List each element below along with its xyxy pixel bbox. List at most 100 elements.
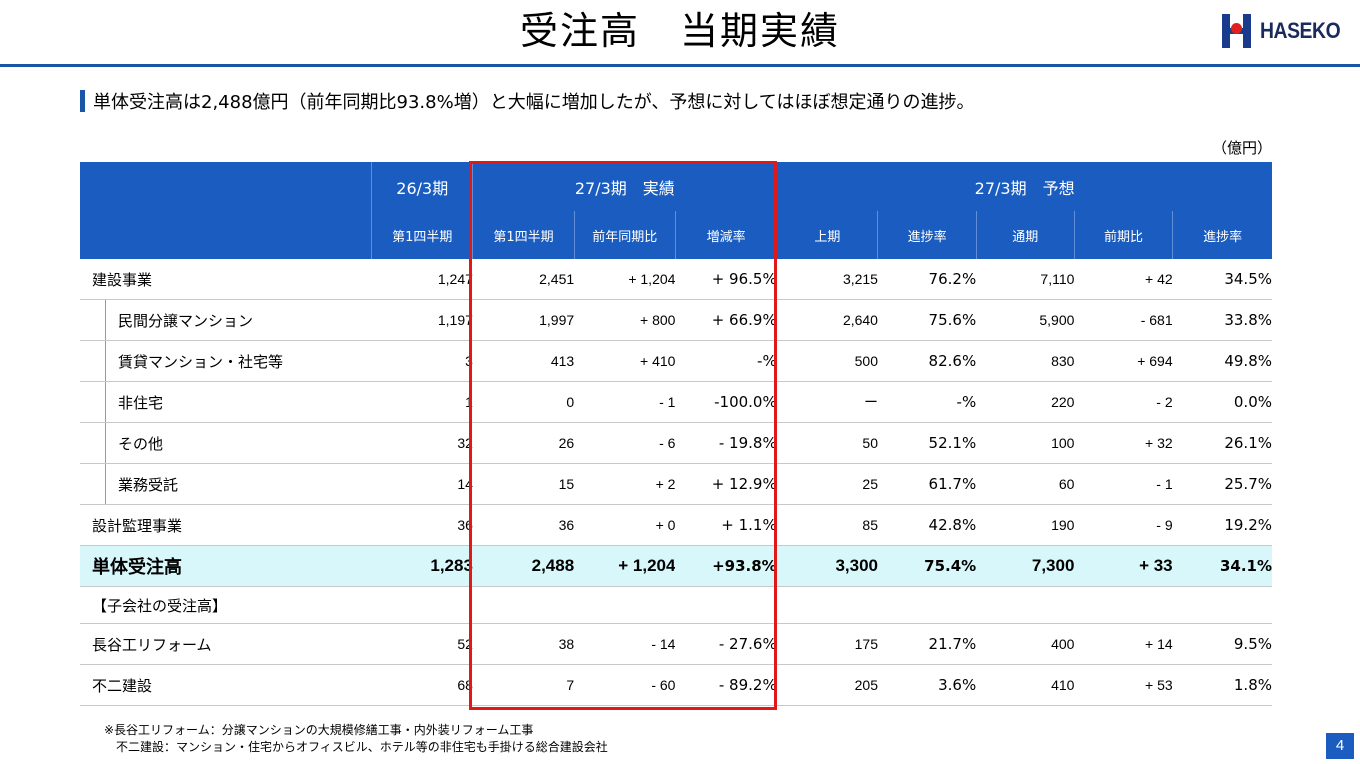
- table-cell: + 96.5%: [675, 259, 777, 300]
- table-cell: 220: [976, 381, 1075, 423]
- table-cell: 25: [776, 463, 878, 505]
- sub-header: 前年同期比: [573, 211, 676, 259]
- unit-label: （億円）: [1211, 139, 1272, 157]
- table-cell: 3: [371, 340, 473, 382]
- row-label: 建設事業: [80, 259, 372, 300]
- table-cell: + 2: [574, 463, 676, 505]
- table-cell: 15: [472, 463, 575, 505]
- table-cell: [371, 586, 473, 624]
- group-header-row: 26/3期 27/3期 実績 27/3期 予想: [80, 162, 1272, 211]
- table-cell: - 2: [1074, 381, 1173, 423]
- table-cell: + 33: [1074, 545, 1173, 587]
- table-cell: 830: [976, 340, 1075, 382]
- table-cell: [976, 586, 1075, 624]
- table-cell: 3,300: [776, 545, 878, 587]
- table-cell: ー: [776, 381, 878, 423]
- table-cell: 75.4%: [877, 545, 977, 587]
- table-cell: 2,488: [472, 545, 575, 587]
- table-cell: 34.1%: [1172, 545, 1272, 587]
- table-row: 不二建設 68 7- 60- 89.2% 205 3.6% 410 + 53 1.8%: [80, 664, 1272, 706]
- row-label: 非住宅: [80, 381, 372, 423]
- haseko-logo-icon: [1222, 14, 1254, 48]
- table-cell: 33.8%: [1172, 299, 1272, 341]
- table-row: 民間分譲マンション 1,197 1,997 + 800 + 66.9% 2,640 75.6…: [80, 299, 1272, 341]
- table-row: 非住宅 1 0- 1 -100.0% ー -% 220- 2 0.0%: [80, 381, 1272, 423]
- table-cell: 50: [776, 422, 878, 464]
- table-cell: - 1: [1074, 463, 1173, 505]
- table-cell: 0.0%: [1172, 381, 1272, 423]
- table-cell: 7,300: [976, 545, 1075, 587]
- table-cell: - 9: [1074, 504, 1173, 546]
- table-row: 【子会社の受注高】: [80, 586, 1272, 624]
- table-cell: 500: [776, 340, 878, 382]
- header-blank: [80, 211, 372, 259]
- table-cell: - 89.2%: [675, 664, 777, 706]
- table-cell: 190: [976, 504, 1075, 546]
- sub-header: 上期: [776, 211, 878, 259]
- headline-text: 単体受注高は2,488億円（前年同期比93.8%増）と大幅に増加したが、予想に対…: [93, 92, 975, 113]
- table-cell: + 1,204: [574, 259, 676, 300]
- table-cell: 26: [472, 422, 575, 464]
- table-cell: 2,451: [472, 259, 575, 300]
- table-cell: + 1.1%: [675, 504, 777, 546]
- table-cell: + 1,204: [574, 545, 676, 587]
- footnote: 不二建設：マンション・住宅からオフィスビル、ホテル等の非住宅も手掛ける総合建設会…: [104, 740, 608, 754]
- table-cell: 19.2%: [1172, 504, 1272, 546]
- table-cell: 205: [776, 664, 878, 706]
- page-number: 4: [1326, 733, 1354, 759]
- table-cell: 9.5%: [1172, 623, 1272, 665]
- group-header-2603: 26/3期: [371, 162, 473, 211]
- table-cell: 5,900: [976, 299, 1075, 341]
- table-cell: [472, 586, 575, 624]
- table-cell: + 53: [1074, 664, 1173, 706]
- group-header-2703-actual: 27/3期 実績: [472, 162, 777, 211]
- table-cell: + 800: [574, 299, 676, 341]
- table-cell: [877, 586, 977, 624]
- table-cell: 1: [371, 381, 473, 423]
- table-cell: 36: [371, 504, 473, 546]
- table-cell: 410: [976, 664, 1075, 706]
- table-cell: 52: [371, 623, 473, 665]
- row-label: 賃貸マンション・社宅等: [80, 340, 372, 382]
- table-cell: 25.7%: [1172, 463, 1272, 505]
- footnote: ※長谷工リフォーム：分譲マンションの大規模修繕工事・内外装リフォーム工事: [104, 723, 534, 737]
- table-cell: 82.6%: [877, 340, 977, 382]
- sub-header: 前期比: [1073, 211, 1173, 259]
- table-cell: +93.8%: [675, 545, 777, 587]
- footnotes: ※長谷工リフォーム：分譲マンションの大規模修繕工事・内外装リフォーム工事 不二建…: [104, 722, 608, 756]
- table-cell: 26.1%: [1172, 422, 1272, 464]
- row-label: 【子会社の受注高】: [80, 586, 372, 624]
- table-cell: + 0: [574, 504, 676, 546]
- table-cell: 413: [472, 340, 575, 382]
- table-row: 単体受注高 1,283 2,488 + 1,204 +93.8% 3,300 75.4% 7,…: [80, 545, 1272, 587]
- table-cell: - 681: [1074, 299, 1173, 341]
- table-cell: 68: [371, 664, 473, 706]
- table-cell: + 694: [1074, 340, 1173, 382]
- table-cell: 1,197: [371, 299, 473, 341]
- table-cell: + 32: [1074, 422, 1173, 464]
- table-cell: 42.8%: [877, 504, 977, 546]
- table-cell: 3,215: [776, 259, 878, 300]
- table-cell: 1,283: [371, 545, 473, 587]
- table-cell: 34.5%: [1172, 259, 1272, 300]
- table-cell: -%: [877, 381, 977, 423]
- row-label: 業務受託: [80, 463, 372, 505]
- table-cell: 7,110: [976, 259, 1075, 300]
- sub-header: 通期: [975, 211, 1075, 259]
- row-label: 設計監理事業: [80, 504, 372, 546]
- table-cell: 175: [776, 623, 878, 665]
- row-label: その他: [80, 422, 372, 464]
- headline-marker: [80, 90, 85, 112]
- orders-table: 26/3期 27/3期 実績 27/3期 予想 第1四半期 第1四半期 前年同期…: [80, 162, 1272, 706]
- sub-header: 進捗率: [1172, 211, 1272, 259]
- header-blank: [80, 162, 372, 211]
- table-cell: -100.0%: [675, 381, 777, 423]
- table-cell: - 1: [574, 381, 676, 423]
- table-cell: 52.1%: [877, 422, 977, 464]
- table-cell: 100: [976, 422, 1075, 464]
- table-cell: + 410: [574, 340, 676, 382]
- table-cell: 85: [776, 504, 878, 546]
- row-label: 民間分譲マンション: [80, 299, 372, 341]
- table-cell: + 12.9%: [675, 463, 777, 505]
- table-cell: -%: [675, 340, 777, 382]
